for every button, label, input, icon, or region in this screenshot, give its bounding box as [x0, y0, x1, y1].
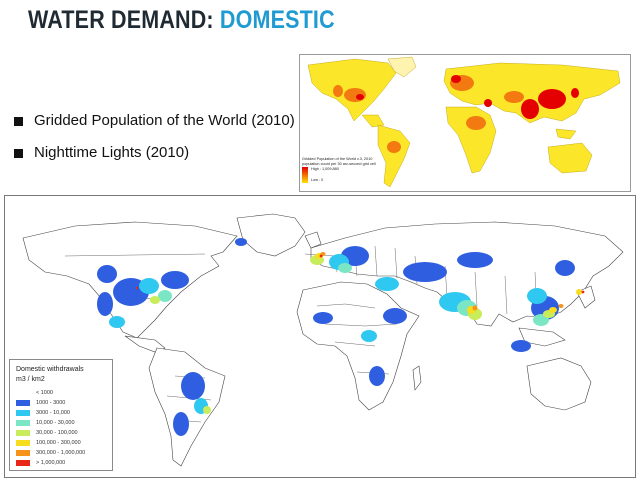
- bullet-list: Gridded Population of the World (2010) N…: [14, 108, 299, 166]
- legend-label: 3000 - 10,000: [36, 410, 70, 416]
- legend-label: 1000 - 3000: [36, 400, 66, 406]
- population-legend-subtitle: population count per 30 arc-second grid …: [302, 162, 376, 166]
- population-world-map: [307, 56, 621, 188]
- population-low-label: Low : 0: [311, 178, 324, 182]
- legend-item: 10,000 - 30,000: [16, 418, 106, 428]
- legend-label: 300,000 - 1,000,000: [36, 450, 86, 456]
- legend-item: 30,000 - 100,000: [16, 428, 106, 438]
- bullet-text: Gridded Population of the World (2010): [34, 112, 295, 129]
- legend-item: < 1000: [16, 388, 106, 398]
- slide-title: WATER DEMAND: DOMESTIC: [28, 6, 335, 35]
- bullet-item: Nighttime Lights (2010): [14, 140, 299, 166]
- legend-label: < 1000: [36, 390, 53, 396]
- population-legend: Gridded Population of the World v.3, 201…: [302, 157, 376, 183]
- world-withdrawals-map: [22, 213, 624, 467]
- legend-item: 1000 - 3000: [16, 398, 106, 408]
- bullet-item: Gridded Population of the World (2010): [14, 108, 299, 134]
- legend-swatch: [16, 390, 30, 396]
- legend-swatch: [16, 450, 30, 456]
- legend-label: 30,000 - 100,000: [36, 430, 78, 436]
- legend-swatch: [16, 410, 30, 416]
- population-high-label: High : 1,009,880: [311, 167, 339, 171]
- title-highlight: DOMESTIC: [219, 6, 335, 34]
- bullet-square-icon: [14, 149, 23, 158]
- population-map: Gridded Population of the World v.3, 201…: [299, 54, 631, 192]
- withdrawals-legend: Domestic withdrawals m3 / km2 < 1000 1000…: [9, 359, 113, 471]
- legend-label: > 1,000,000: [36, 460, 66, 466]
- legend-item: 100,000 - 300,000: [16, 438, 106, 448]
- legend-swatch: [16, 440, 30, 446]
- bullet-text: Nighttime Lights (2010): [34, 144, 190, 161]
- legend-item: 3000 - 10,000: [16, 408, 106, 418]
- legend-unit: m3 / km2: [16, 376, 45, 383]
- legend-title: Domestic withdrawals: [16, 366, 84, 373]
- legend-label: 100,000 - 300,000: [36, 440, 81, 446]
- population-color-ramp: [302, 167, 308, 183]
- legend-item: > 1,000,000: [16, 458, 106, 468]
- title-prefix: WATER DEMAND:: [28, 6, 220, 34]
- legend-swatch: [16, 400, 30, 406]
- bullet-square-icon: [14, 117, 23, 126]
- legend-classes: < 1000 1000 - 3000 3000 - 10,000 10,000 - 3…: [16, 388, 106, 468]
- legend-swatch: [16, 420, 30, 426]
- domestic-withdrawals-map: Domestic withdrawals m3 / km2 < 1000 1000…: [4, 195, 636, 478]
- legend-item: 300,000 - 1,000,000: [16, 448, 106, 458]
- legend-label: 10,000 - 30,000: [36, 420, 75, 426]
- legend-swatch: [16, 430, 30, 436]
- population-legend-title: Gridded Population of the World v.3, 201…: [302, 157, 373, 161]
- legend-swatch: [16, 460, 30, 466]
